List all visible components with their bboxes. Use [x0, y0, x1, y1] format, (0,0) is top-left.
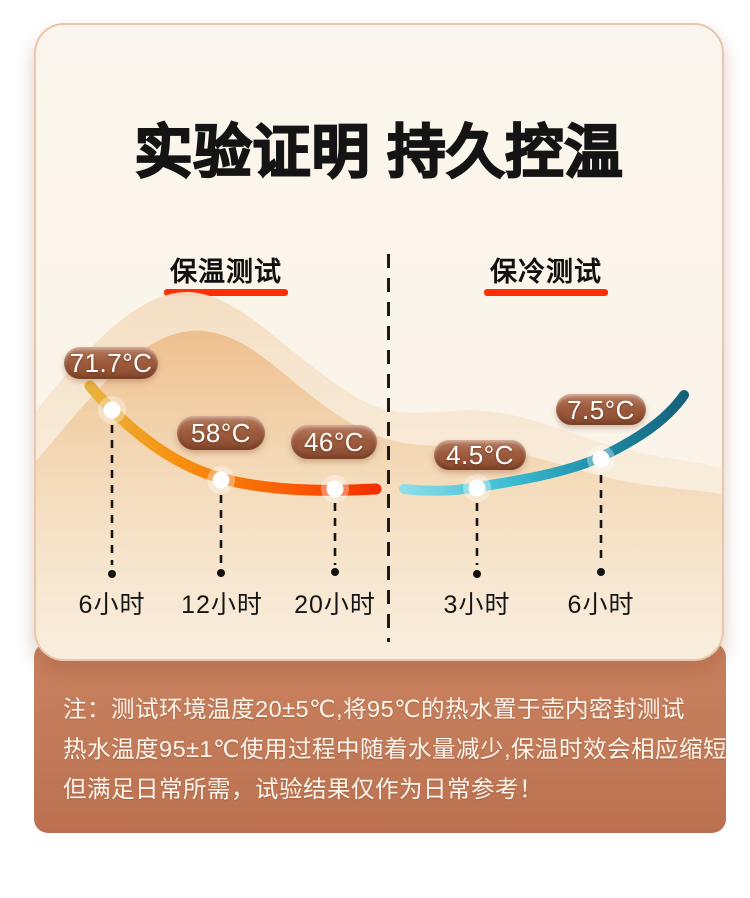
note-line-3: 但满足日常所需，试验结果仅作为日常参考！ [63, 776, 543, 802]
temp-pill-46-text: 46°C [303, 427, 365, 457]
hot-curve [84, 380, 382, 496]
temp-pill-7-5-text: 7.5°C [567, 394, 635, 425]
data-point-marker [207, 466, 235, 494]
heat-test-label: 保温测试 [164, 257, 288, 296]
drop-lines [110, 425, 603, 565]
temp-pill-4-5: 4.5°C [434, 440, 526, 470]
data-point-marker [587, 445, 615, 473]
note-panel: 注：测试环境温度20±5℃,将95℃的热水置于壶内密封测试 热水温度95±1℃使… [34, 643, 728, 833]
tick-dots [108, 568, 605, 578]
temp-pill-4-5-text: 4.5°C [446, 440, 514, 470]
heat-label-underline [164, 289, 288, 296]
note-line-2: 热水温度95±1℃使用过程中随着水量减少,保温时效会相应缩短 [63, 736, 728, 762]
data-point-markers [98, 396, 615, 503]
temp-pill-71-7-text: 71.7°C [69, 348, 153, 378]
cold-test-label: 保冷测试 [484, 257, 608, 296]
temp-pill-58: 58°C [177, 416, 265, 450]
temp-pill-46: 46°C [291, 425, 377, 459]
temp-pill-58-text: 58°C [190, 418, 252, 448]
data-point-marker [463, 474, 491, 502]
cold-test-label-text: 保冷测试 [490, 257, 602, 287]
page-title: 实验证明 持久控温 [133, 120, 624, 186]
temp-pill-71-7: 71.7°C [64, 347, 158, 379]
note-line-1: 注：测试环境温度20±5℃,将95℃的热水置于壶内密封测试 [63, 696, 686, 722]
cold-label-underline [484, 289, 608, 296]
info-card: 实验证明 持久控温 保温测试 保冷测试 [34, 23, 724, 661]
data-point-marker [321, 475, 349, 503]
cold-curve [399, 390, 689, 496]
data-point-marker [98, 396, 126, 424]
time-tick-cold-3h: 3小时 [443, 591, 511, 619]
decorative-wave-front [36, 330, 722, 659]
temperature-chart [36, 254, 722, 659]
time-tick-hot-20h: 20小时 [294, 591, 376, 619]
time-tick-hot-6h: 6小时 [78, 591, 146, 619]
temp-pill-7-5: 7.5°C [556, 394, 646, 425]
time-tick-hot-12h: 12小时 [181, 591, 263, 619]
heat-test-label-text: 保温测试 [170, 257, 282, 287]
time-tick-cold-6h: 6小时 [567, 591, 635, 619]
